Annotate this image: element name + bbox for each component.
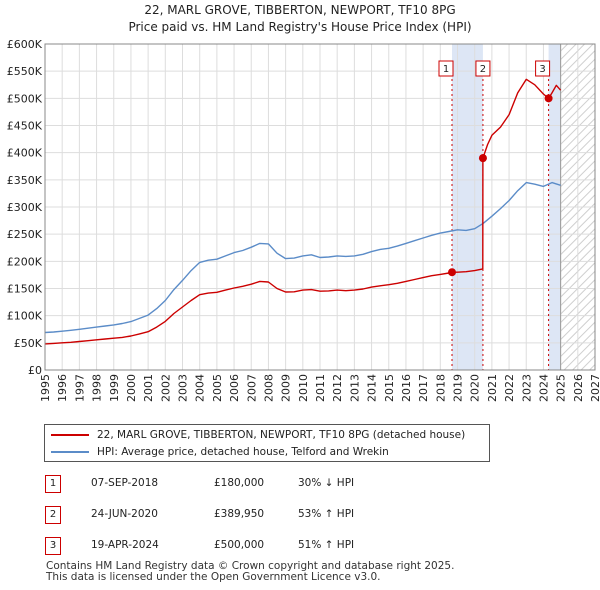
x-tick-label: 2008	[262, 374, 275, 402]
legend-label-hpi: HPI: Average price, detached house, Telf…	[97, 446, 389, 458]
legend-item-property: 22, MARL GROVE, TIBBERTON, NEWPORT, TF10…	[51, 427, 465, 443]
x-tick-label: 1996	[56, 374, 69, 402]
legend-swatch-property	[51, 434, 89, 436]
property-series-line	[44, 78, 562, 345]
sale-point	[544, 94, 553, 103]
sale-price: £389,950	[214, 508, 265, 520]
sale-number-badge: 2	[45, 506, 61, 524]
x-tick-label: 2020	[469, 374, 482, 402]
y-tick-label: £400K	[7, 147, 43, 160]
sale-date: 24-JUN-2020	[91, 508, 158, 520]
hpi-series-line	[44, 181, 561, 334]
sale-number-box	[475, 60, 491, 77]
x-tick-label: 2012	[331, 374, 344, 402]
sale-number-box	[438, 60, 454, 77]
sale-number-label: 2	[480, 64, 486, 75]
legend-item-hpi: HPI: Average price, detached house, Telf…	[51, 444, 389, 460]
chart-legend: 22, MARL GROVE, TIBBERTON, NEWPORT, TF10…	[44, 424, 490, 462]
sale-row: 2 24-JUN-2020 £389,950 53% ↑ HPI	[44, 506, 404, 526]
y-tick-label: £500K	[7, 92, 43, 105]
legend-label-property: 22, MARL GROVE, TIBBERTON, NEWPORT, TF10…	[97, 429, 466, 441]
plot-border	[44, 43, 596, 371]
x-tick-label: 2007	[245, 374, 258, 402]
x-tick-label: 2017	[417, 374, 430, 402]
sale-number-label: 3	[539, 64, 545, 75]
y-tick-label: £100K	[7, 310, 43, 323]
x-tick-label: 2016	[400, 374, 413, 402]
sale-hpi-diff: 51% ↑ HPI	[298, 539, 355, 551]
x-tick-label: 2026	[572, 374, 585, 402]
y-tick-label: £50K	[14, 337, 43, 350]
sale-date: 07-SEP-2018	[91, 477, 159, 489]
sale-hpi-diff: 30% ↓ HPI	[298, 477, 355, 489]
sale-hpi-diff: 53% ↑ HPI	[298, 508, 355, 520]
y-tick-label: £350K	[7, 174, 43, 187]
x-tick-label: 2005	[211, 374, 224, 402]
x-tick-label: 2022	[503, 374, 516, 402]
x-tick-label: 2018	[434, 374, 447, 402]
sale-number-box	[535, 60, 551, 77]
x-tick-label: 2013	[348, 374, 361, 402]
chart-title-line1: 22, MARL GROVE, TIBBERTON, NEWPORT, TF10…	[144, 3, 455, 17]
y-tick-label: £250K	[7, 228, 43, 241]
x-tick-label: 2023	[520, 374, 533, 402]
x-tick-label: 2001	[142, 374, 155, 402]
x-tick-label: 1998	[91, 374, 104, 402]
x-tick-label: 1995	[39, 374, 52, 402]
sale-row: 3 19-APR-2024 £500,000 51% ↑ HPI	[44, 537, 404, 557]
sale-price: £500,000	[214, 539, 265, 551]
sale-row: 1 07-SEP-2018 £180,000 30% ↓ HPI	[44, 475, 404, 495]
price-chart: 22, MARL GROVE, TIBBERTON, NEWPORT, TF10…	[7, 3, 600, 402]
x-tick-label: 1997	[73, 374, 86, 402]
y-tick-label: £600K	[7, 38, 43, 51]
x-tick-label: 1999	[108, 374, 121, 402]
chart-title-line2: Price paid vs. HM Land Registry's House …	[128, 20, 471, 34]
x-tick-label: 2002	[159, 374, 172, 402]
x-tick-label: 2015	[383, 374, 396, 402]
x-tick-label: 2011	[314, 374, 327, 402]
y-tick-label: £200K	[7, 255, 43, 268]
x-tick-label: 2000	[125, 374, 138, 402]
x-tick-label: 2004	[194, 374, 207, 402]
x-tick-label: 2009	[280, 374, 293, 402]
sale-number-badge: 1	[45, 475, 61, 493]
x-tick-label: 2003	[177, 374, 190, 402]
y-tick-label: £450K	[7, 120, 43, 133]
sale-number-badge: 3	[45, 537, 61, 555]
legend-swatch-hpi	[51, 451, 89, 453]
y-tick-label: £550K	[7, 65, 43, 78]
x-tick-label: 2024	[537, 374, 550, 402]
footer-line-licence: This data is licensed under the Open Gov…	[46, 571, 381, 583]
y-tick-label: £300K	[7, 201, 43, 214]
footer-line-copyright: Contains HM Land Registry data © Crown c…	[46, 560, 455, 572]
y-tick-label: £0	[28, 364, 42, 377]
y-tick-label: £150K	[7, 283, 43, 296]
x-tick-label: 2021	[486, 374, 499, 402]
sale-price: £180,000	[214, 477, 265, 489]
x-tick-label: 2014	[366, 374, 379, 402]
x-tick-label: 2019	[452, 374, 465, 402]
x-tick-label: 2010	[297, 374, 310, 402]
sale-number-label: 1	[443, 64, 449, 75]
x-tick-label: 2025	[555, 374, 568, 402]
sale-point	[478, 154, 487, 163]
x-tick-label: 2006	[228, 374, 241, 402]
x-tick-label: 2027	[589, 374, 600, 402]
sale-date: 19-APR-2024	[91, 539, 159, 551]
footer-attribution: Contains HM Land Registry data © Crown c…	[46, 561, 454, 583]
sale-point	[448, 268, 456, 277]
